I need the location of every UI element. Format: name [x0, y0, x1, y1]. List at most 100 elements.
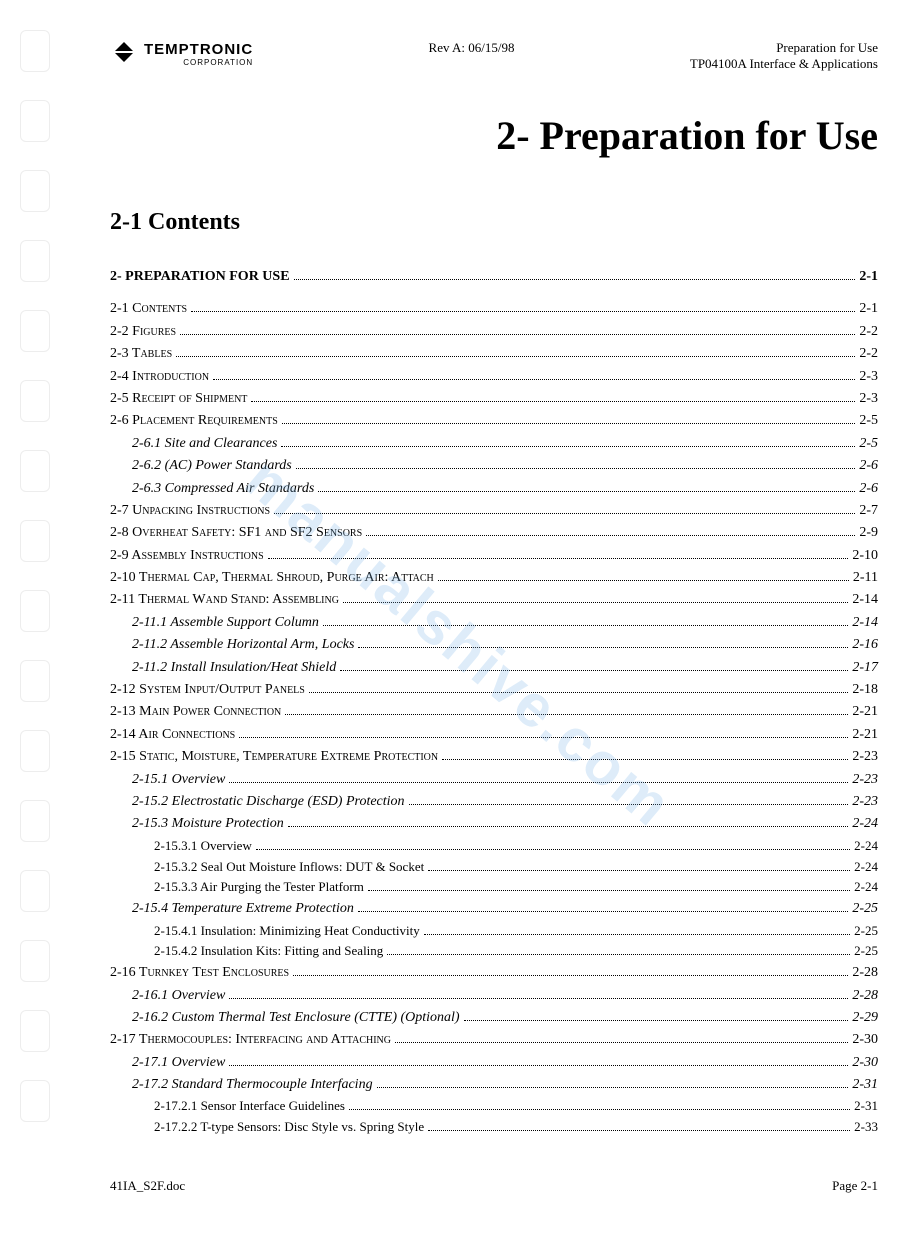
toc-leader [296, 468, 856, 469]
toc-leader [343, 602, 848, 603]
toc-label: 2-12 System Input/Output Panels [110, 679, 305, 701]
toc-label: 2-17.2.1 Sensor Interface Guidelines [154, 1096, 345, 1117]
toc-label: 2-4 Introduction [110, 366, 209, 388]
toc-page: 2-21 [852, 724, 878, 746]
toc-label: 2-8 Overheat Safety: SF1 and SF2 Sensors [110, 522, 362, 544]
toc-entry: 2-10 Thermal Cap, Thermal Shroud, Purge … [110, 567, 878, 589]
toc-page: 2-5 [859, 410, 878, 432]
toc-label: 2-5 Receipt of Shipment [110, 388, 247, 410]
toc-entry: 2-6.2 (AC) Power Standards 2-6 [132, 455, 878, 477]
header-doc-info: Preparation for Use TP04100A Interface &… [690, 40, 878, 72]
toc-page: 2-24 [852, 813, 878, 835]
toc-entry: 2-17.2.1 Sensor Interface Guidelines 2-3… [154, 1096, 878, 1117]
toc-page: 2-7 [859, 500, 878, 522]
toc-label: 2-3 Tables [110, 343, 172, 365]
toc-entry: 2-5 Receipt of Shipment 2-3 [110, 388, 878, 410]
brand-corp: CORPORATION [144, 58, 253, 67]
toc-leader [442, 759, 848, 760]
toc-page: 2-2 [859, 321, 878, 343]
toc-page: 2-24 [854, 857, 878, 878]
toc-leader [387, 954, 850, 955]
toc-page: 2-29 [852, 1007, 878, 1029]
toc-label: 2-16.1 Overview [132, 985, 225, 1007]
toc-page: 2-25 [854, 921, 878, 942]
toc-entry: 2-15.4.2 Insulation Kits: Fitting and Se… [154, 941, 878, 962]
toc-label: 2-13 Main Power Connection [110, 701, 281, 723]
toc-label: 2-15.3.1 Overview [154, 836, 252, 857]
toc-leader [251, 401, 855, 402]
toc-leader [464, 1020, 849, 1021]
toc-entry: 2-15.4.1 Insulation: Minimizing Heat Con… [154, 921, 878, 942]
toc-page: 2-2 [859, 343, 878, 365]
toc-entry: 2-15.3.1 Overview 2-24 [154, 836, 878, 857]
toc-label: 2-9 Assembly Instructions [110, 545, 264, 567]
footer-filename: 41IA_S2F.doc [110, 1178, 185, 1194]
toc-label: 2-11.1 Assemble Support Column [132, 612, 319, 634]
toc-label: 2-17 Thermocouples: Interfacing and Atta… [110, 1029, 391, 1051]
toc-page: 2-23 [852, 791, 878, 813]
toc-spacer [110, 288, 878, 298]
toc-leader [282, 423, 856, 424]
toc-entry: 2-16.2 Custom Thermal Test Enclosure (CT… [132, 1007, 878, 1029]
section-title: 2-1 Contents [110, 209, 878, 236]
toc-label: 2-15.1 Overview [132, 769, 225, 791]
toc-page: 2-1 [859, 298, 878, 320]
toc-label: 2-15 Static, Moisture, Temperature Extre… [110, 746, 438, 768]
toc-leader [288, 826, 849, 827]
toc-leader [349, 1109, 850, 1110]
toc-leader [229, 782, 848, 783]
toc-leader [340, 670, 848, 671]
toc-label: 2-1 Contents [110, 298, 187, 320]
toc-label: 2-16.2 Custom Thermal Test Enclosure (CT… [132, 1007, 460, 1029]
logo-icon [110, 40, 138, 68]
toc-page: 2-6 [859, 478, 878, 500]
toc-page: 2-30 [852, 1029, 878, 1051]
toc-entry: 2-17 Thermocouples: Interfacing and Atta… [110, 1029, 878, 1051]
toc-leader [229, 998, 848, 999]
toc-page: 2-28 [852, 985, 878, 1007]
toc-page: 2-1 [859, 266, 878, 288]
toc-entry: 2-17.1 Overview 2-30 [132, 1052, 878, 1074]
toc-page: 2-11 [853, 567, 878, 589]
toc-entry: 2-2 Figures 2-2 [110, 321, 878, 343]
header-doc-subtitle: TP04100A Interface & Applications [690, 56, 878, 72]
toc-label: 2-11.2 Install Insulation/Heat Shield [132, 657, 336, 679]
toc-leader [239, 737, 848, 738]
toc-page: 2-25 [852, 898, 878, 920]
toc-page: 2-16 [852, 634, 878, 656]
binding-holes [0, 0, 70, 1234]
toc-label: 2-11 Thermal Wand Stand: Assembling [110, 589, 339, 611]
toc-leader [180, 334, 855, 335]
toc-leader [323, 625, 848, 626]
toc-leader [191, 311, 855, 312]
toc-page: 2-14 [852, 589, 878, 611]
toc-leader [281, 446, 855, 447]
brand-name: TEMPTRONIC [144, 41, 253, 58]
toc-leader [428, 870, 850, 871]
toc-label: 2-15.3.3 Air Purging the Tester Platform [154, 877, 364, 898]
toc-entry: 2-6.1 Site and Clearances 2-5 [132, 433, 878, 455]
toc-entry: 2-15 Static, Moisture, Temperature Extre… [110, 746, 878, 768]
toc-leader [377, 1087, 849, 1088]
toc-leader [318, 491, 855, 492]
toc-leader [368, 890, 850, 891]
toc-entry: 2-8 Overheat Safety: SF1 and SF2 Sensors… [110, 522, 878, 544]
toc-label: 2-16 Turnkey Test Enclosures [110, 962, 289, 984]
toc-entry: 2-11.2 Assemble Horizontal Arm, Locks 2-… [132, 634, 878, 656]
toc-leader [395, 1042, 848, 1043]
toc-entry: 2-7 Unpacking Instructions 2-7 [110, 500, 878, 522]
brand-text: TEMPTRONIC CORPORATION [144, 41, 253, 67]
toc-page: 2-14 [852, 612, 878, 634]
toc-page: 2-23 [852, 769, 878, 791]
toc-leader [229, 1065, 848, 1066]
toc-label: 2-15.4.2 Insulation Kits: Fitting and Se… [154, 941, 383, 962]
toc-entry: 2-1 Contents 2-1 [110, 298, 878, 320]
toc-entry: 2-14 Air Connections 2-21 [110, 724, 878, 746]
toc-entry: 2-11.2 Install Insulation/Heat Shield 2-… [132, 657, 878, 679]
toc-label: 2-6.1 Site and Clearances [132, 433, 277, 455]
toc-page: 2-33 [854, 1117, 878, 1138]
page-footer: 41IA_S2F.doc Page 2-1 [110, 1178, 878, 1194]
toc-page: 2-5 [859, 433, 878, 455]
toc-label: 2-11.2 Assemble Horizontal Arm, Locks [132, 634, 354, 656]
toc-leader [294, 279, 856, 280]
